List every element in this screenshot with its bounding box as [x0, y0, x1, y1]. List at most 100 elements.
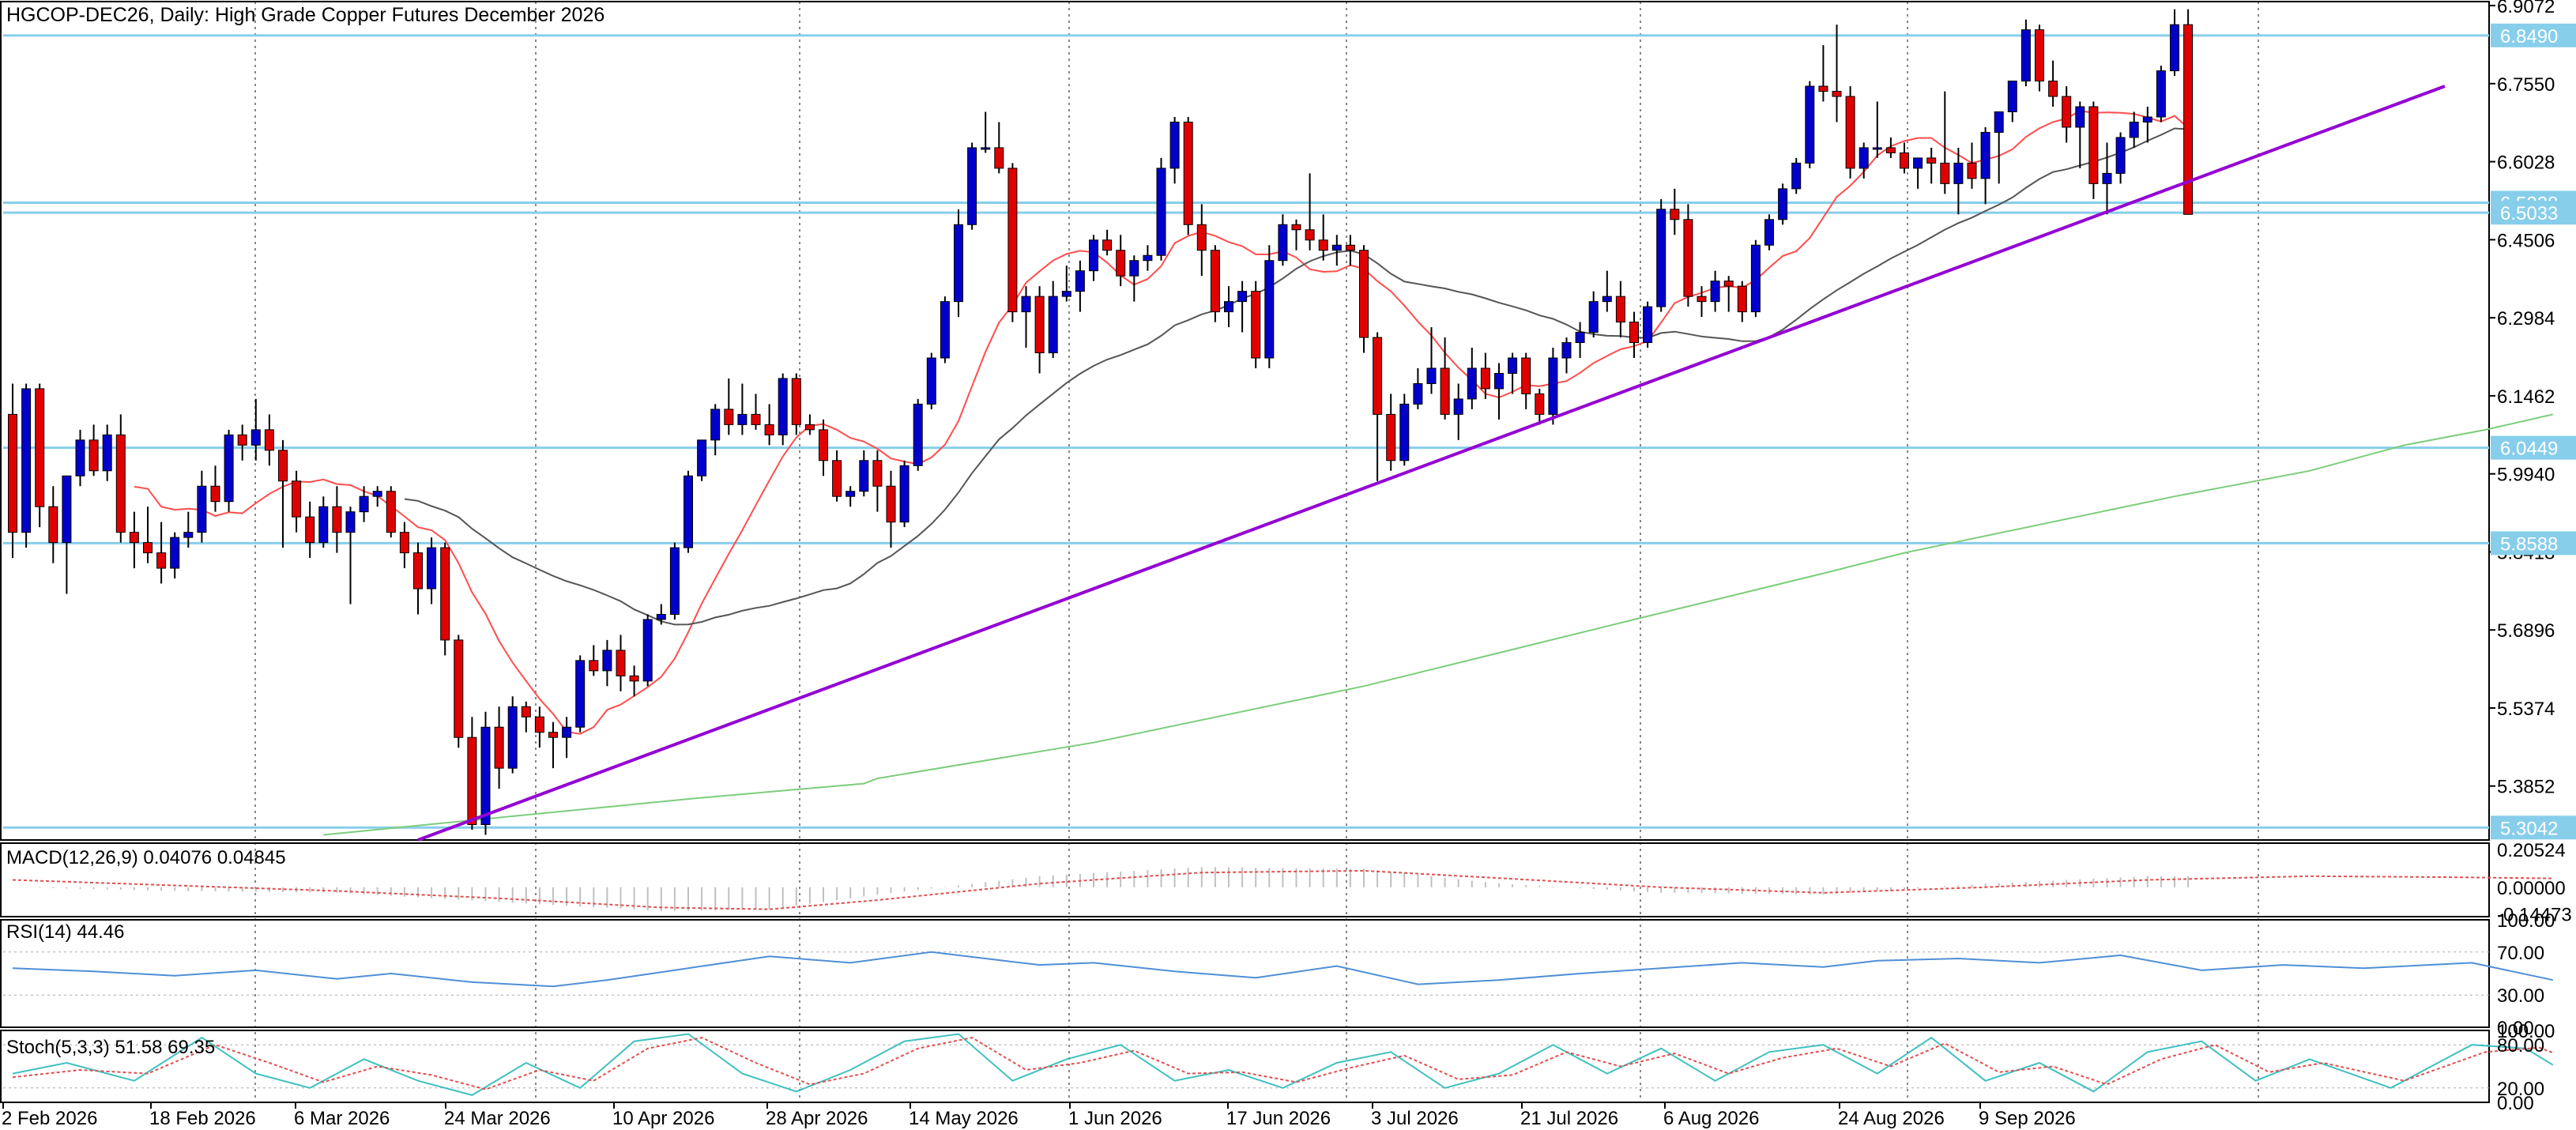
candle [1399, 394, 1410, 466]
candle-body [859, 460, 869, 492]
candle-body [1129, 260, 1139, 277]
candle-body [467, 736, 477, 826]
candle-body [8, 413, 17, 533]
panel-tick-label: 30.00 [2497, 985, 2544, 1007]
candle-body [1399, 403, 1410, 461]
candle-body [1494, 372, 1504, 390]
candle-body [305, 516, 315, 544]
candle-body [237, 434, 247, 446]
candle [656, 604, 666, 625]
candle [2007, 81, 2017, 122]
candle-body [967, 147, 977, 225]
candle [1156, 157, 1166, 261]
candle-body [1913, 157, 1923, 169]
candle-body [48, 506, 58, 544]
candle [1210, 245, 1220, 322]
candle-body [89, 439, 99, 472]
candle [521, 701, 531, 733]
candle [1480, 352, 1490, 399]
candle-body [1575, 332, 1585, 344]
candle [1305, 173, 1315, 250]
candle [1331, 235, 1342, 266]
price-tick-label: 6.6028 [2497, 153, 2555, 174]
candle-body [1156, 168, 1166, 256]
candle-body [1967, 162, 1977, 179]
candle-body [1615, 296, 1625, 323]
ma-mid-line [404, 127, 2189, 626]
candle [859, 450, 869, 497]
candle-body [1656, 209, 1666, 307]
candle-body [183, 532, 194, 538]
candle [292, 470, 302, 533]
candle-body [1453, 398, 1463, 415]
candle-body [332, 506, 342, 533]
candle [2075, 101, 2085, 168]
candle [832, 450, 842, 502]
candle [1237, 281, 1248, 333]
candle-body [642, 619, 653, 682]
candle-body [1251, 291, 1261, 359]
candle-body [1224, 301, 1233, 313]
candle [1737, 281, 1747, 322]
candle [994, 122, 1004, 174]
candle [2021, 19, 2031, 87]
candle-body [507, 706, 518, 769]
candle [2115, 132, 2126, 184]
candle [1723, 276, 1734, 312]
candle-body [1683, 219, 1693, 297]
candle-body [1021, 296, 1031, 313]
candle [2102, 142, 2112, 215]
date-tick-label: 24 Mar 2026 [444, 1108, 551, 1129]
vertical-grid [254, 2, 2259, 1102]
candle-body [454, 639, 464, 738]
moving-averages [134, 110, 2554, 836]
panel-frame [0, 919, 2490, 1028]
candle-body [386, 491, 396, 533]
candle [454, 635, 464, 748]
candle-body [399, 532, 409, 554]
candle-body [1413, 382, 1423, 405]
candle-body [1386, 413, 1396, 461]
candle-body [832, 460, 842, 497]
candle [1656, 198, 1666, 312]
date-tick-label: 2 Feb 2026 [2, 1108, 97, 1129]
candle [1885, 137, 1896, 158]
candle-body [2048, 81, 2058, 97]
candle [440, 542, 450, 656]
date-tick-label: 17 Jun 2026 [1226, 1108, 1331, 1129]
candle-body [75, 439, 85, 476]
candle [494, 706, 504, 789]
ma-slow-line [323, 413, 2554, 836]
stoch-main-line [12, 1033, 2554, 1096]
candle [1359, 245, 1369, 353]
stoch-label: Stoch(5,3,3) 51.58 69.35 [6, 1037, 215, 1058]
candle-body [1426, 367, 1437, 384]
candle-body [1061, 291, 1071, 297]
macd-label: MACD(12,26,9) 0.04076 0.04845 [6, 847, 286, 868]
candle-body [1994, 111, 2004, 133]
panel-tick-label: 0.20524 [2497, 840, 2566, 861]
candle-body [210, 485, 220, 503]
candle-body [318, 506, 329, 544]
candle [886, 470, 896, 548]
candle [35, 383, 45, 528]
candle [507, 696, 518, 774]
candle-body [1778, 188, 1788, 220]
candle-body [1588, 301, 1599, 333]
candle [1913, 157, 1923, 189]
candle [1034, 286, 1045, 374]
candle [359, 486, 369, 522]
candle-body [440, 547, 450, 641]
candle [1453, 383, 1463, 440]
candle [913, 398, 923, 471]
candle-body [359, 495, 369, 513]
candle-body [1075, 270, 1085, 292]
price-tick-label: 5.9940 [2497, 465, 2555, 486]
candle-body [1196, 224, 1207, 251]
candle [1575, 322, 1585, 359]
candle-body [197, 485, 207, 533]
panel-frame [0, 1030, 2490, 1103]
candle-body [710, 409, 721, 441]
candle [2088, 101, 2099, 199]
candle-body [1034, 296, 1045, 354]
